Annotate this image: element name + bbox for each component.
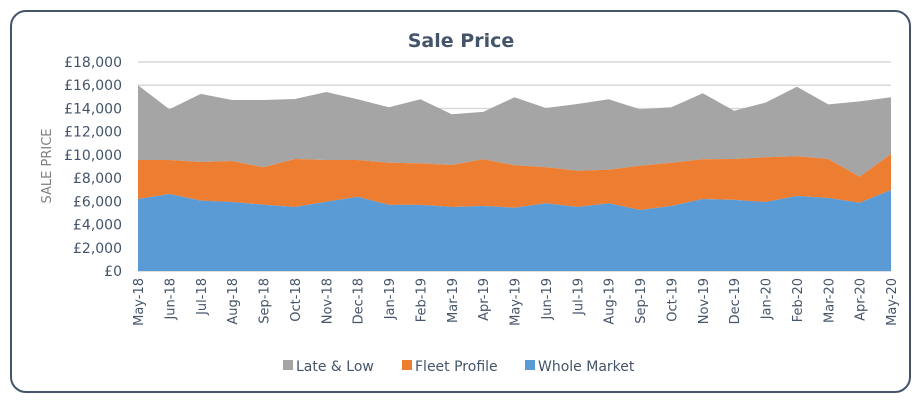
y-tick-label: £10,000 (64, 148, 122, 164)
y-tick-label: £0 (104, 264, 122, 280)
x-tick-label: May-18 (132, 278, 147, 326)
y-tick-label: £16,000 (64, 78, 122, 94)
x-tick-label: Mar-19 (446, 278, 461, 323)
y-tick-label: £4,000 (73, 218, 122, 234)
y-tick-label: £8,000 (73, 171, 122, 187)
legend-label: Late & Low (296, 359, 374, 375)
legend: Late & Low Fleet Profile Whole Market (283, 359, 635, 375)
area-late-low (138, 85, 891, 177)
y-axis-title: SALE PRICE (40, 129, 55, 204)
x-tick-label: May-19 (509, 278, 524, 326)
x-tick-label: Mar-20 (822, 278, 837, 323)
x-tick-label: Nov-18 (320, 278, 335, 324)
x-tick-label: Dec-18 (352, 278, 367, 324)
chart-title: Sale Price (408, 30, 514, 52)
legend-item: Fleet Profile (402, 359, 498, 375)
x-tick-label: Aug-18 (226, 278, 241, 325)
x-tick-label: Dec-19 (728, 278, 743, 324)
legend-swatch (283, 360, 293, 370)
x-tick-label: Jun-18 (163, 278, 178, 321)
y-tick-label: £2,000 (73, 241, 122, 257)
x-tick-label: Aug-19 (603, 278, 618, 325)
legend-item: Whole Market (525, 359, 635, 375)
legend-swatch (402, 360, 412, 370)
x-tick-label: Sep-18 (258, 278, 273, 324)
area-whole-market (138, 190, 891, 271)
x-tick-label: Nov-19 (697, 278, 712, 324)
x-tick-label: Feb-19 (414, 278, 429, 322)
x-tick-label: Jan-20 (760, 278, 775, 320)
y-tick-label: £18,000 (64, 55, 122, 71)
y-tick-label: £6,000 (73, 194, 122, 210)
legend-label: Fleet Profile (415, 359, 498, 375)
x-tick-label: Sep-19 (634, 278, 649, 324)
x-tick-label: May-20 (885, 278, 900, 326)
y-axis-ticks: £0 £2,000 £4,000 £6,000 £8,000 £10,000 £12,000… (64, 55, 122, 280)
x-tick-label: Feb-20 (791, 278, 806, 322)
y-tick-label: £12,000 (64, 125, 122, 141)
legend-label: Whole Market (538, 359, 635, 375)
y-tick-label: £14,000 (64, 101, 122, 117)
x-tick-label: Jul-19 (571, 278, 586, 316)
x-axis-ticks: May-18 Jun-18 Jul-18 Aug-18 Sep-18 Oct-18 Nov-… (132, 278, 900, 326)
x-tick-label: Oct-18 (289, 278, 304, 322)
x-tick-label: Jun-19 (540, 278, 555, 321)
x-tick-label: Jul-18 (195, 278, 210, 316)
x-tick-label: Oct-19 (665, 278, 680, 322)
legend-swatch (525, 360, 535, 370)
area-series (138, 85, 891, 271)
x-tick-label: Apr-19 (477, 278, 492, 321)
x-tick-label: Apr-20 (854, 278, 869, 321)
area-fleet-profile (138, 154, 891, 210)
legend-item: Late & Low (283, 359, 374, 375)
x-tick-label: Jan-19 (383, 278, 398, 320)
